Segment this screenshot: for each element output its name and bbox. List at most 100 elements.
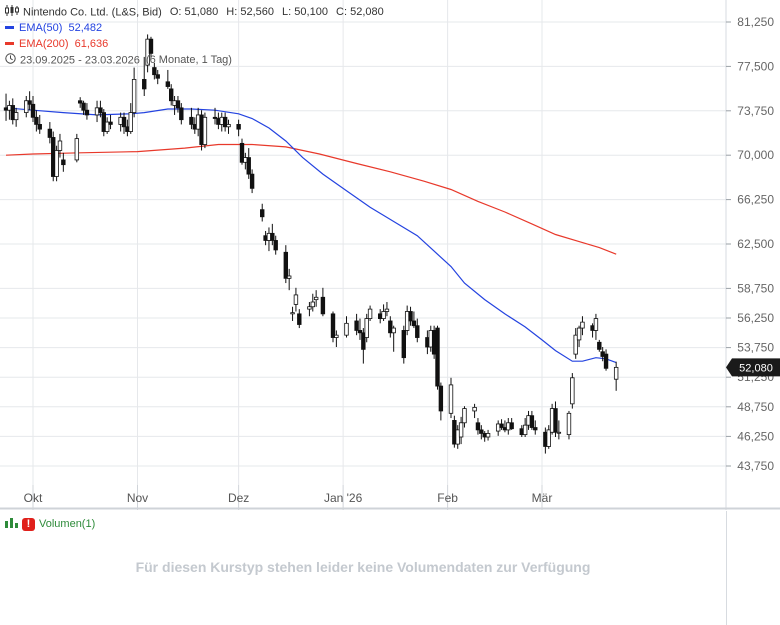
open-label: O: [169, 6, 182, 19]
candle [148, 36, 154, 59]
y-tick-label: 66,250 [737, 193, 774, 207]
candle [576, 325, 582, 348]
candle-body [260, 209, 265, 218]
candle-body [364, 318, 369, 338]
candle-body [435, 327, 440, 387]
candle [593, 313, 599, 340]
candle-body [155, 74, 160, 79]
y-tick-label: 53,750 [737, 341, 774, 355]
candle-body [603, 353, 609, 369]
candle [290, 306, 295, 321]
candle [286, 268, 292, 291]
interval-text: (6 Monate, 1 Tag) [145, 54, 232, 67]
candle-body [249, 173, 255, 189]
candle [603, 349, 609, 371]
candle-body [290, 312, 295, 315]
volume-legend[interactable]: ! Volumen(1) [5, 517, 95, 531]
candle [104, 117, 110, 134]
candle-body [462, 408, 467, 424]
y-axis: 81,250 77,500 73,750 70,000 66,250 62,500 58,7… [726, 15, 774, 473]
candle-body [479, 429, 484, 434]
warning-icon: ! [22, 517, 35, 531]
grid-lines [0, 0, 726, 485]
candle-body [361, 332, 366, 350]
candle [475, 418, 481, 435]
candle [553, 401, 558, 437]
candle [57, 133, 63, 158]
ema200-value: 61,636 [74, 38, 109, 50]
legend-ema200[interactable]: EMA(200) 61,636 [5, 37, 108, 51]
candle [381, 304, 386, 321]
candle-body [131, 79, 137, 113]
candle [226, 119, 231, 134]
candle [24, 96, 29, 118]
candle-body [573, 334, 578, 355]
candle-body [189, 116, 194, 125]
candle-body [499, 423, 504, 428]
candle [81, 100, 86, 115]
candle [260, 203, 265, 222]
candle-body [222, 116, 228, 128]
price-chart[interactable]: 81,250 77,500 73,750 70,000 66,250 62,500 58,7… [0, 0, 780, 510]
legend-ema50[interactable]: EMA(50) 52,482 [5, 21, 102, 35]
candle [310, 293, 315, 312]
candle-body [165, 81, 171, 87]
candle [297, 309, 302, 329]
candle [236, 119, 241, 137]
candle-body [576, 327, 582, 341]
high-value: 52,560 [240, 6, 274, 19]
candle-body [24, 100, 29, 113]
candle [415, 318, 420, 343]
ema50-line [5, 107, 617, 364]
candle [364, 313, 369, 343]
candle-body [472, 406, 477, 412]
x-tick-label: Dez [228, 491, 249, 505]
candle-body [570, 377, 575, 405]
candle [34, 110, 39, 132]
candle-body [30, 103, 36, 118]
candle-body [310, 301, 315, 308]
candlestick-type-icon[interactable] [5, 5, 19, 20]
candle [179, 103, 184, 125]
candle [293, 287, 299, 312]
candle-body [236, 124, 241, 130]
candle [529, 410, 535, 430]
candle [165, 69, 171, 89]
candle [580, 316, 585, 336]
x-tick-label: Nov [127, 491, 148, 505]
candle-body [37, 124, 42, 130]
candle-body [411, 320, 417, 327]
candle [155, 69, 160, 85]
x-axis: Okt Nov Dez Jan '26 Feb Mär [24, 485, 552, 510]
candle [522, 418, 528, 437]
candle [556, 420, 562, 440]
candle-body [54, 150, 59, 177]
candle [30, 96, 36, 123]
candle-body [391, 327, 396, 334]
candle-body [384, 308, 390, 312]
candle [384, 302, 390, 317]
candle [361, 328, 366, 364]
y-tick-label: 43,750 [737, 459, 774, 473]
candle [121, 112, 127, 134]
close-value: 52,080 [350, 6, 384, 19]
candle-body [57, 140, 63, 151]
candle-body [593, 318, 599, 331]
candle [344, 316, 349, 338]
candle-body [509, 422, 514, 430]
candle-body [458, 422, 464, 438]
clock-icon [5, 53, 16, 68]
instrument-header: Nintendo Co. Ltd. (L&S, Bid) O: 51,080 H… [5, 5, 384, 20]
ema50-line-group [5, 107, 617, 364]
candle [74, 133, 80, 163]
candle [307, 302, 312, 317]
date-range[interactable]: 23.09.2025 - 23.03.2026 (6 Monate, 1 Tag… [5, 53, 232, 68]
candle [54, 145, 59, 182]
candle [613, 361, 619, 391]
candle [570, 373, 575, 409]
candle-body [354, 320, 359, 331]
candle-body [128, 112, 133, 132]
candle [249, 169, 255, 194]
candle [566, 410, 572, 440]
candles [3, 34, 619, 454]
